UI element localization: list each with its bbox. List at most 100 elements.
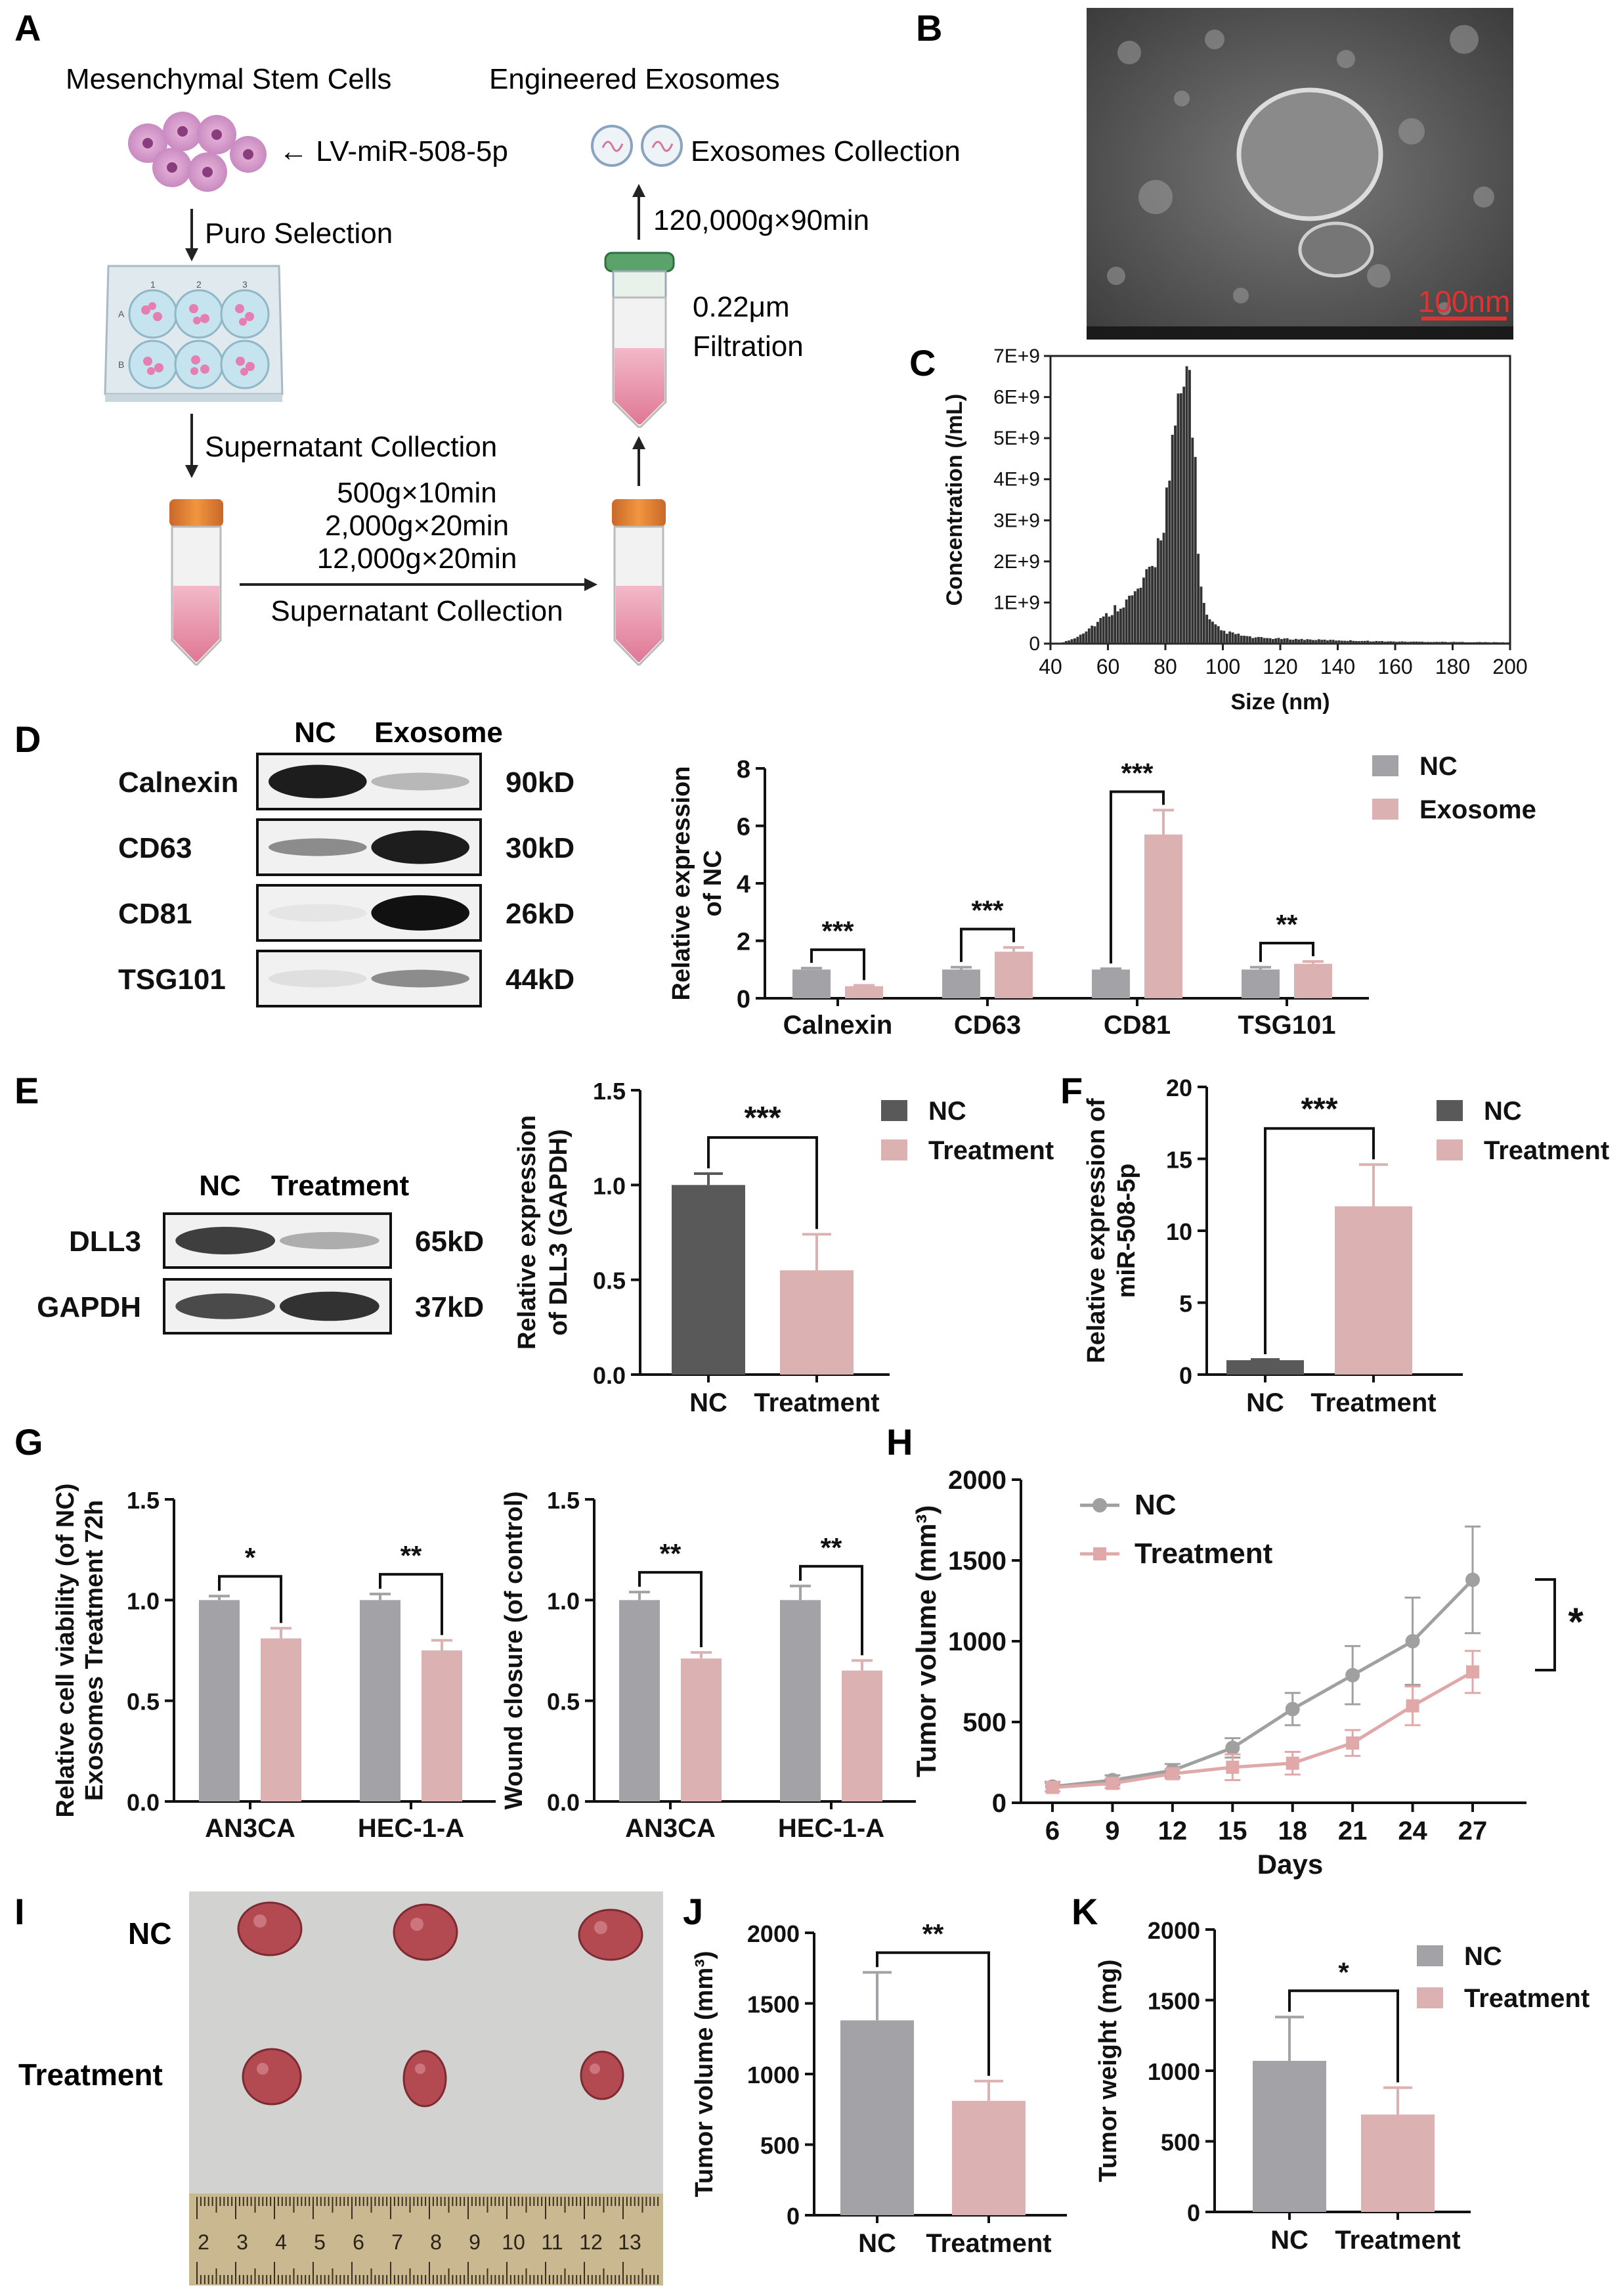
bar bbox=[681, 1658, 722, 1801]
wb-kd-label: 44kD bbox=[506, 963, 574, 996]
panel-letter-j: J bbox=[683, 1891, 703, 1932]
legend-swatch bbox=[881, 1100, 907, 1121]
y-tick-label: 1500 bbox=[948, 1547, 1006, 1576]
histogram-bin bbox=[1455, 642, 1458, 644]
x-tick-label: NC bbox=[858, 2229, 896, 2258]
y-tick-label: 0 bbox=[992, 1789, 1006, 1818]
histogram-bin bbox=[1122, 607, 1125, 644]
histogram-bin bbox=[1228, 631, 1232, 644]
histogram-bin bbox=[1234, 634, 1237, 644]
histogram-bin bbox=[1381, 641, 1383, 644]
histogram-bin bbox=[1211, 621, 1214, 644]
histogram-bin bbox=[1400, 641, 1404, 644]
histogram-bin bbox=[1274, 638, 1278, 644]
histogram-bin bbox=[1214, 624, 1217, 644]
significance-bracket bbox=[707, 1136, 818, 1229]
histogram-bin bbox=[1079, 634, 1082, 644]
data-point bbox=[1466, 1665, 1479, 1679]
y-axis-label: Concentration (/mL) bbox=[942, 394, 967, 606]
histogram-bin bbox=[1429, 642, 1433, 644]
bar bbox=[619, 1600, 660, 1801]
legend-label: Treatment bbox=[928, 1136, 1054, 1165]
histogram-bin bbox=[1105, 613, 1108, 644]
histogram-bin bbox=[1464, 642, 1467, 644]
wb-band bbox=[279, 1231, 379, 1250]
bar bbox=[1294, 963, 1332, 998]
histogram-bin bbox=[1240, 635, 1243, 644]
panel-letter-d: D bbox=[14, 718, 41, 760]
ultracentrifuge-label: 120,000g×90min bbox=[653, 204, 869, 236]
histogram-bin bbox=[1070, 639, 1073, 644]
y-tick-label: 0.5 bbox=[127, 1689, 160, 1715]
y-tick-label: 0.5 bbox=[593, 1268, 626, 1294]
y-tick-label: 2000 bbox=[747, 1920, 800, 1947]
panel-b-tem-image: 100nm bbox=[1087, 8, 1513, 340]
histogram-bin bbox=[1363, 640, 1366, 644]
x-tick-label: 24 bbox=[1398, 1817, 1427, 1845]
ruler-number: 9 bbox=[469, 2230, 481, 2254]
y-tick-label: 1.0 bbox=[593, 1172, 626, 1199]
tem-scale-bar-label: 100nm bbox=[1418, 284, 1511, 319]
wb-band bbox=[371, 969, 469, 988]
wb-band bbox=[269, 904, 367, 922]
significance-label: ** bbox=[922, 1918, 944, 1949]
x-tick-label: 27 bbox=[1458, 1817, 1488, 1845]
histogram-bin bbox=[1389, 641, 1393, 644]
histogram-bin bbox=[1142, 577, 1145, 644]
data-point bbox=[1106, 1777, 1119, 1790]
significance-bracket bbox=[960, 927, 1015, 962]
y-tick-label: 1.0 bbox=[127, 1587, 160, 1614]
histogram-bin bbox=[1087, 628, 1091, 644]
bar bbox=[1335, 1206, 1412, 1375]
histogram-bin bbox=[1268, 638, 1272, 644]
ruler-number: 4 bbox=[275, 2230, 287, 2254]
wb-protein-label: GAPDH bbox=[37, 1291, 141, 1323]
bar bbox=[792, 969, 831, 998]
series-line bbox=[1052, 1578, 1474, 1788]
y-tick-label: 500 bbox=[1161, 2129, 1200, 2156]
histogram-bin bbox=[1208, 619, 1211, 644]
histogram-bin bbox=[1398, 641, 1401, 644]
histogram-bin bbox=[1093, 626, 1096, 644]
supernatant-label-1: Supernatant Collection bbox=[205, 431, 497, 463]
panel-d-western-blot: NC Exosome Calnexin 90kD CD63 30kD CD81 26kD T… bbox=[118, 717, 574, 1007]
x-tick-label: Treatment bbox=[754, 1388, 879, 1417]
histogram-bin bbox=[1254, 637, 1257, 644]
bar bbox=[1242, 969, 1280, 998]
significance-label: ** bbox=[400, 1540, 422, 1571]
histogram-bin bbox=[1091, 625, 1094, 644]
legend-swatch bbox=[1437, 1139, 1463, 1160]
histogram-bin bbox=[1059, 642, 1062, 644]
histogram-bin bbox=[1223, 630, 1226, 644]
y-tick-label: 500 bbox=[963, 1708, 1006, 1737]
plate-row-a: A bbox=[118, 309, 125, 319]
significance-bracket bbox=[1259, 942, 1314, 962]
histogram-bin bbox=[1205, 614, 1209, 644]
histogram-bin bbox=[1148, 566, 1151, 644]
engineered-exosomes-title: Engineered Exosomes bbox=[489, 63, 780, 95]
x-tick-label: 140 bbox=[1320, 655, 1355, 678]
panel-j-chart: 0 500 1000 1500 2000 Tumor volume (mm³) NC Trea… bbox=[691, 1918, 1067, 2258]
histogram-bin bbox=[1352, 640, 1355, 644]
histogram-bin bbox=[1179, 393, 1182, 644]
histogram-bin bbox=[1073, 638, 1076, 644]
panel-e-chart: 0.0 0.5 1.0 1.5 Relative expression of DLL3 (… bbox=[513, 1078, 1054, 1417]
y-tick-label: 7E+9 bbox=[993, 345, 1040, 367]
x-tick-label: 120 bbox=[1263, 655, 1297, 678]
histogram-bin bbox=[1478, 642, 1481, 644]
histogram-bin bbox=[1102, 616, 1105, 644]
bar bbox=[360, 1600, 400, 1801]
histogram-bin bbox=[1326, 640, 1329, 644]
wb-band bbox=[371, 772, 469, 791]
histogram-bin bbox=[1297, 639, 1301, 644]
y-tick-label: 2E+9 bbox=[993, 551, 1040, 573]
significance-label: *** bbox=[821, 916, 854, 946]
legend-swatch bbox=[1437, 1100, 1463, 1121]
x-tick-label: 6 bbox=[1045, 1817, 1060, 1845]
histogram-bin bbox=[1360, 640, 1364, 644]
ruler-number: 13 bbox=[618, 2230, 641, 2254]
centrifuge-tube-icon bbox=[612, 499, 666, 666]
significance-bracket bbox=[1264, 1127, 1375, 1354]
y-axis-label: of NC bbox=[699, 850, 727, 916]
